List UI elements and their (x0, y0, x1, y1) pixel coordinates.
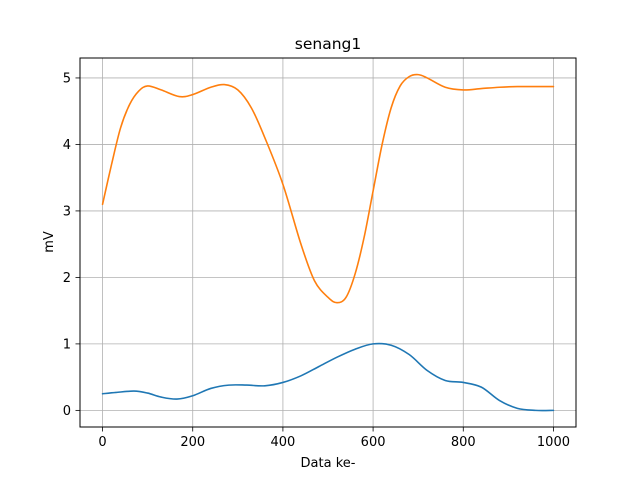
x-tick-label: 1000 (537, 435, 570, 450)
x-tick-label: 400 (270, 435, 295, 450)
y-tick-label: 5 (63, 71, 71, 86)
y-tick-label: 1 (63, 337, 71, 352)
x-tick-label: 600 (361, 435, 386, 450)
y-axis-label: mV (42, 231, 57, 253)
series-group (101, 73, 555, 412)
y-tick-label: 2 (63, 271, 71, 286)
y-tick-label: 0 (63, 404, 71, 419)
x-tick-label: 800 (451, 435, 476, 450)
plot-frame (79, 57, 577, 428)
y-tick-label: 3 (63, 204, 71, 219)
x-axis-label: Data ke- (301, 456, 356, 471)
x-tick-label: 0 (98, 435, 106, 450)
x-axis-ticks: 0 200 400 600 800 1000 (98, 427, 570, 450)
x-tick-label: 200 (180, 435, 205, 450)
y-axis-ticks: 0 1 2 3 4 5 (63, 71, 80, 419)
grid-lines (80, 58, 576, 427)
y-tick-label: 4 (63, 138, 71, 153)
chart-title: senang1 (295, 35, 361, 53)
series-line-1 (101, 342, 555, 412)
series-line-2 (101, 73, 555, 304)
